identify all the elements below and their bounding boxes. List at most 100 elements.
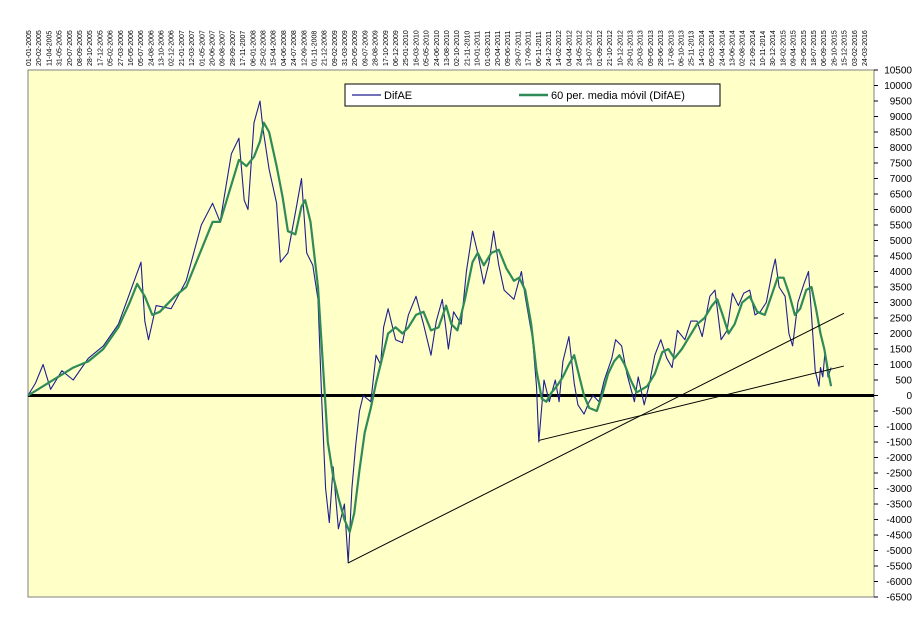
x-tick-label: 05-03-2014 <box>709 30 716 66</box>
series-line-difae <box>27 100 832 564</box>
y-tick-label: -3000 <box>886 484 912 495</box>
x-tick-label: 03-02-2016 <box>852 30 859 66</box>
x-tick-label: 10-01-2011 <box>475 31 482 66</box>
y-axis-ticks: 1050010000950090008500800075007000650060… <box>874 66 912 604</box>
x-tick-label: 13-07-2012 <box>587 30 594 66</box>
x-tick-label: 15-04-2008 <box>271 30 278 66</box>
y-tick-label: 6500 <box>890 190 913 201</box>
x-tick-label: 06-10-2013 <box>678 30 685 66</box>
y-tick-label: 6000 <box>890 205 913 216</box>
x-tick-label: 02-10-2010 <box>454 30 461 66</box>
series-layer <box>27 100 833 564</box>
y-tick-label: 9500 <box>890 97 913 108</box>
x-tick-label: 20-03-2013 <box>638 30 645 66</box>
x-tick-label: 20-04-2011 <box>495 31 502 66</box>
y-tick-label: 4500 <box>890 252 913 263</box>
x-tick-label: 06-11-2011 <box>536 31 543 66</box>
x-tick-label: 13-08-2010 <box>444 30 451 66</box>
y-tick-label: -3500 <box>886 500 912 511</box>
y-tick-label: 7500 <box>890 159 913 170</box>
legend-label-moving-average: 60 per. media móvil (DifAE) <box>551 90 685 102</box>
x-tick-label: 01-01-2005 <box>26 30 33 66</box>
x-tick-label: 09-05-2013 <box>648 30 655 66</box>
x-tick-label: 20-07-2005 <box>67 30 74 66</box>
y-tick-label: 1500 <box>890 345 913 356</box>
x-tick-label: 31-03-2009 <box>342 30 349 66</box>
y-tick-label: -4000 <box>886 515 912 526</box>
y-tick-label: 3500 <box>890 283 913 294</box>
x-tick-label: 14-01-2014 <box>699 30 706 66</box>
x-tick-label: 09-08-2007 <box>220 30 227 66</box>
x-tick-label: 29-07-2011 <box>515 31 522 66</box>
x-tick-label: 25-11-2013 <box>689 31 696 66</box>
y-tick-label: 2000 <box>890 329 913 340</box>
x-tick-label: 28-08-2009 <box>373 30 380 66</box>
x-tick-label: 10-12-2012 <box>617 30 624 66</box>
y-tick-label: 7000 <box>890 174 913 185</box>
x-tick-label: 05-07-2006 <box>138 30 145 66</box>
x-tick-label: 15-12-2015 <box>842 30 849 66</box>
x-tick-label: 09-02-2009 <box>332 30 339 66</box>
x-tick-label: 20-02-2005 <box>36 30 43 66</box>
x-tick-label: 18-02-2015 <box>780 30 787 66</box>
x-tick-label: 24-08-2006 <box>148 30 155 66</box>
x-tick-label: 08-09-2005 <box>77 30 84 66</box>
x-tick-label: 09-07-2009 <box>362 30 369 66</box>
trendline-2 <box>538 365 844 441</box>
y-tick-label: -500 <box>892 407 912 418</box>
x-tick-label: 01-05-2007 <box>199 30 206 66</box>
trendlines <box>347 312 845 564</box>
x-tick-label: 24-04-2014 <box>719 30 726 66</box>
x-tick-label: 04-06-2008 <box>281 30 288 66</box>
x-tick-label: 09-06-2011 <box>505 31 512 66</box>
y-tick-label: 5500 <box>890 221 913 232</box>
x-tick-label: 10-11-2014 <box>760 31 767 66</box>
x-tick-label: 02-08-2014 <box>740 30 747 66</box>
y-tick-label: -2500 <box>886 469 912 480</box>
x-tick-label: 06-01-2008 <box>250 30 257 66</box>
series-line-moving-average <box>27 121 833 534</box>
x-tick-label: 17-09-2011 <box>526 31 533 66</box>
x-tick-label: 28-09-2007 <box>230 30 237 66</box>
y-tick-label: 3000 <box>890 298 913 309</box>
x-tick-label: 21-10-2012 <box>607 30 614 66</box>
x-tick-label: 21-09-2014 <box>750 30 757 66</box>
x-tick-label: 26-10-2015 <box>831 30 838 66</box>
x-tick-label: 12-09-2008 <box>301 30 308 66</box>
x-tick-label: 17-10-2009 <box>383 30 390 66</box>
x-tick-label: 17-12-2005 <box>97 30 104 66</box>
x-tick-label: 09-04-2015 <box>791 30 798 66</box>
x-tick-label: 16-03-2010 <box>413 30 420 66</box>
y-tick-label: -6000 <box>886 577 912 588</box>
trendline-1 <box>347 312 845 564</box>
x-tick-label: 24-06-2010 <box>434 30 441 66</box>
x-tick-label: 18-07-2015 <box>811 30 818 66</box>
x-tick-label: 21-12-2008 <box>322 30 329 66</box>
x-tick-label: 12-03-2007 <box>189 30 196 66</box>
x-tick-label: 20-05-2009 <box>352 30 359 66</box>
y-tick-label: 10500 <box>884 66 912 77</box>
x-tick-label: 24-03-2016 <box>862 30 869 66</box>
x-tick-label: 21-01-2007 <box>179 30 186 66</box>
y-tick-label: 2500 <box>890 314 913 325</box>
y-tick-label: -2000 <box>886 453 912 464</box>
x-tick-label: 06-09-2015 <box>821 30 828 66</box>
y-tick-label: 4000 <box>890 267 913 278</box>
y-tick-label: 1000 <box>890 360 913 371</box>
x-tick-label: 11-04-2005 <box>46 31 53 66</box>
x-tick-label: 05-02-2006 <box>108 30 115 66</box>
x-tick-label: 24-07-2008 <box>291 30 298 66</box>
x-tick-label: 28-10-2005 <box>87 30 94 66</box>
x-tick-label: 25-02-2008 <box>260 30 267 66</box>
x-tick-label: 01-03-2011 <box>485 31 492 66</box>
x-tick-label: 05-05-2010 <box>424 30 431 66</box>
x-tick-label: 29-05-2015 <box>801 30 808 66</box>
x-tick-label: 25-01-2010 <box>403 30 410 66</box>
y-tick-label: -4500 <box>886 531 912 542</box>
x-tick-label: 14-02-2012 <box>556 30 563 66</box>
x-tick-label: 20-06-2007 <box>210 30 217 66</box>
x-tick-label: 16-05-2006 <box>128 30 135 66</box>
y-tick-label: -1500 <box>886 438 912 449</box>
x-tick-label: 31-05-2005 <box>57 30 64 66</box>
